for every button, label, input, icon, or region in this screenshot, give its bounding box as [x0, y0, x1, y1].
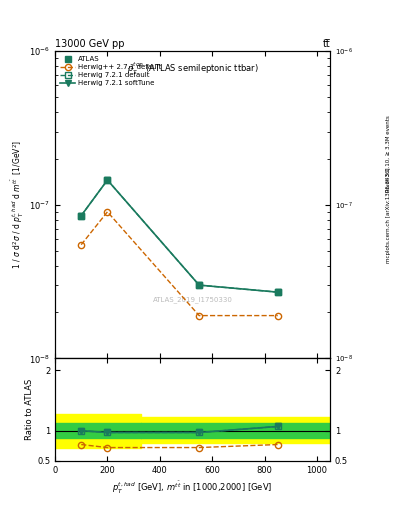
Text: tt̅: tt̅ [322, 39, 330, 49]
Text: mcplots.cern.ch [arXiv:1306.3436]: mcplots.cern.ch [arXiv:1306.3436] [386, 167, 391, 263]
Text: Rivet 3.1.10, ≥ 3.3M events: Rivet 3.1.10, ≥ 3.3M events [386, 115, 391, 192]
X-axis label: $p_T^{t,had}$ [GeV], $m^{t\bar{t}}$ in [1000,2000] [GeV]: $p_T^{t,had}$ [GeV], $m^{t\bar{t}}$ in [… [112, 480, 273, 496]
Y-axis label: 1 / $\sigma$ d$^2$$\sigma$ / d $p_T^{t,had}$ d $m^{t\bar{t}}$  [1/GeV$^2$]: 1 / $\sigma$ d$^2$$\sigma$ / d $p_T^{t,h… [10, 140, 26, 269]
Text: ATLAS_2019_I1750330: ATLAS_2019_I1750330 [152, 296, 233, 303]
Legend: ATLAS, Herwig++ 2.7.1 default, Herwig 7.2.1 default, Herwig 7.2.1 softTune: ATLAS, Herwig++ 2.7.1 default, Herwig 7.… [59, 55, 163, 88]
Text: $p_T^{top}$ (ATLAS semileptonic ttbar): $p_T^{top}$ (ATLAS semileptonic ttbar) [127, 60, 259, 77]
Y-axis label: Ratio to ATLAS: Ratio to ATLAS [25, 379, 34, 440]
Text: 13000 GeV pp: 13000 GeV pp [55, 39, 125, 49]
